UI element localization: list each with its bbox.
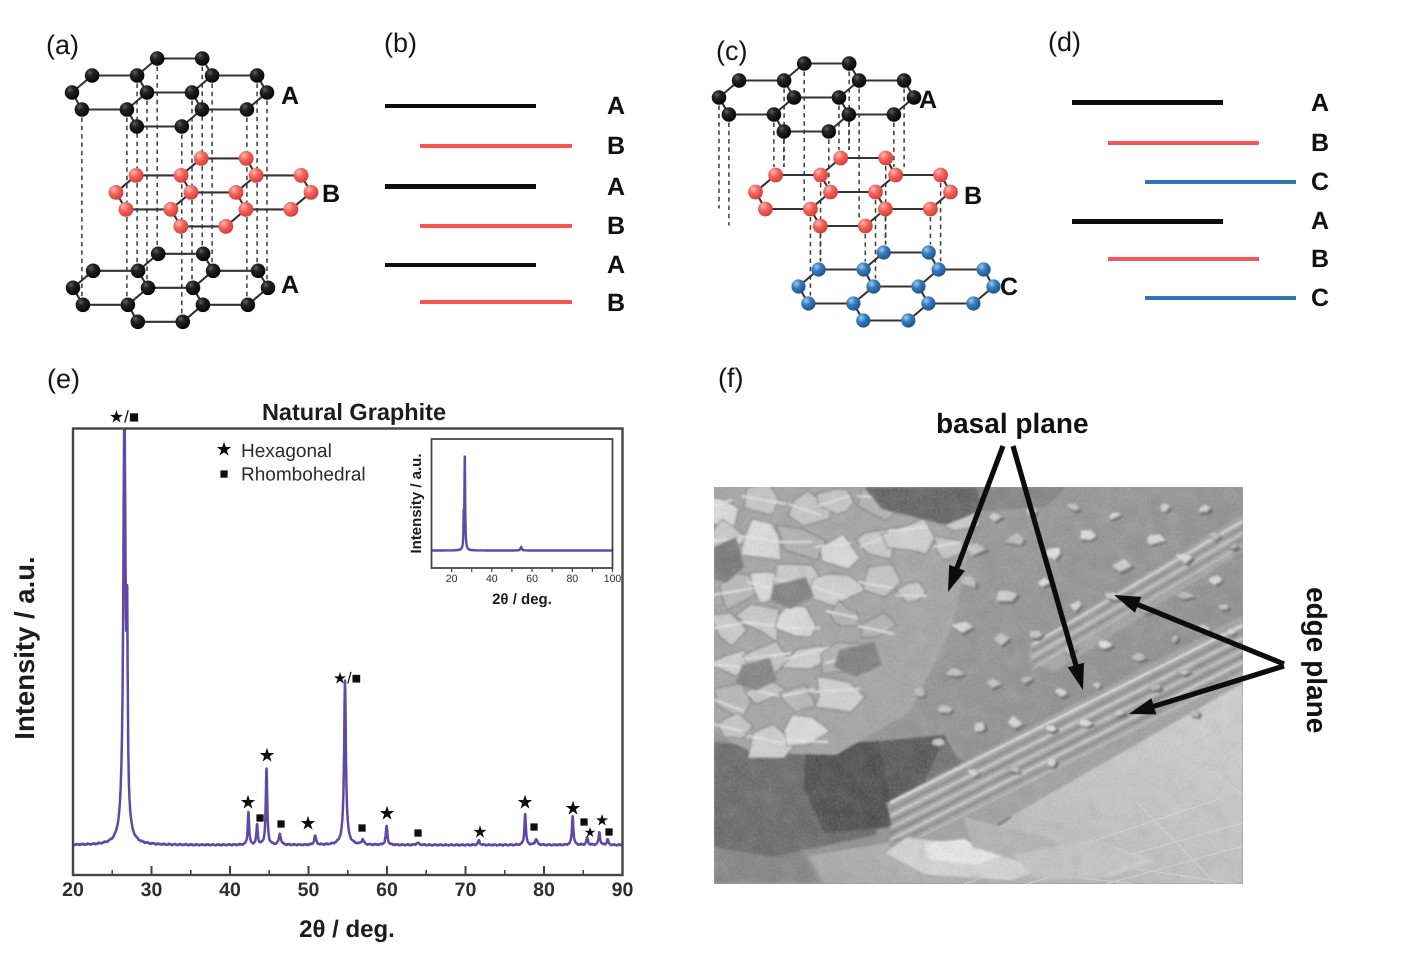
svg-text:Intensity / a.u.: Intensity / a.u. (408, 453, 425, 553)
svg-text:★: ★ (564, 799, 581, 820)
svg-text:100: 100 (604, 573, 622, 585)
svg-text:50: 50 (298, 879, 320, 901)
svg-text:★/■: ★/■ (333, 671, 361, 688)
svg-text:60: 60 (376, 879, 398, 901)
svg-text:■: ■ (604, 824, 613, 841)
svg-text:20: 20 (62, 879, 84, 901)
svg-text:Natural Graphite: Natural Graphite (262, 399, 446, 425)
svg-text:★: ★ (378, 804, 395, 825)
svg-text:■: ■ (579, 814, 588, 831)
svg-text:2θ / deg.: 2θ / deg. (492, 591, 552, 608)
svg-text:■: ■ (219, 466, 228, 483)
svg-text:★: ★ (584, 824, 597, 840)
svg-text:★: ★ (516, 793, 533, 814)
svg-text:★: ★ (239, 793, 256, 814)
svg-text:40: 40 (486, 573, 498, 585)
svg-text:Intensity / a.u.: Intensity / a.u. (9, 556, 40, 739)
svg-text:■: ■ (276, 816, 285, 833)
svg-text:Hexagonal: Hexagonal (241, 441, 332, 462)
svg-text:2θ / deg.: 2θ / deg. (299, 916, 395, 943)
svg-text:Rhombohedral: Rhombohedral (241, 465, 366, 486)
svg-text:★: ★ (258, 746, 275, 767)
svg-text:20: 20 (446, 573, 458, 585)
svg-text:★: ★ (299, 814, 316, 835)
svg-text:90: 90 (612, 879, 634, 901)
svg-text:30: 30 (141, 879, 163, 901)
svg-text:■: ■ (529, 819, 538, 836)
svg-text:40: 40 (219, 879, 241, 901)
svg-text:★: ★ (472, 823, 487, 842)
svg-text:★: ★ (595, 813, 609, 830)
svg-text:★: ★ (215, 440, 232, 461)
svg-text:★/■: ★/■ (109, 408, 139, 427)
svg-text:■: ■ (413, 825, 422, 842)
svg-text:60: 60 (526, 573, 538, 585)
svg-text:80: 80 (566, 573, 578, 585)
svg-text:■: ■ (255, 810, 264, 827)
svg-text:80: 80 (533, 879, 555, 901)
svg-text:■: ■ (357, 820, 366, 837)
svg-text:70: 70 (455, 879, 477, 901)
